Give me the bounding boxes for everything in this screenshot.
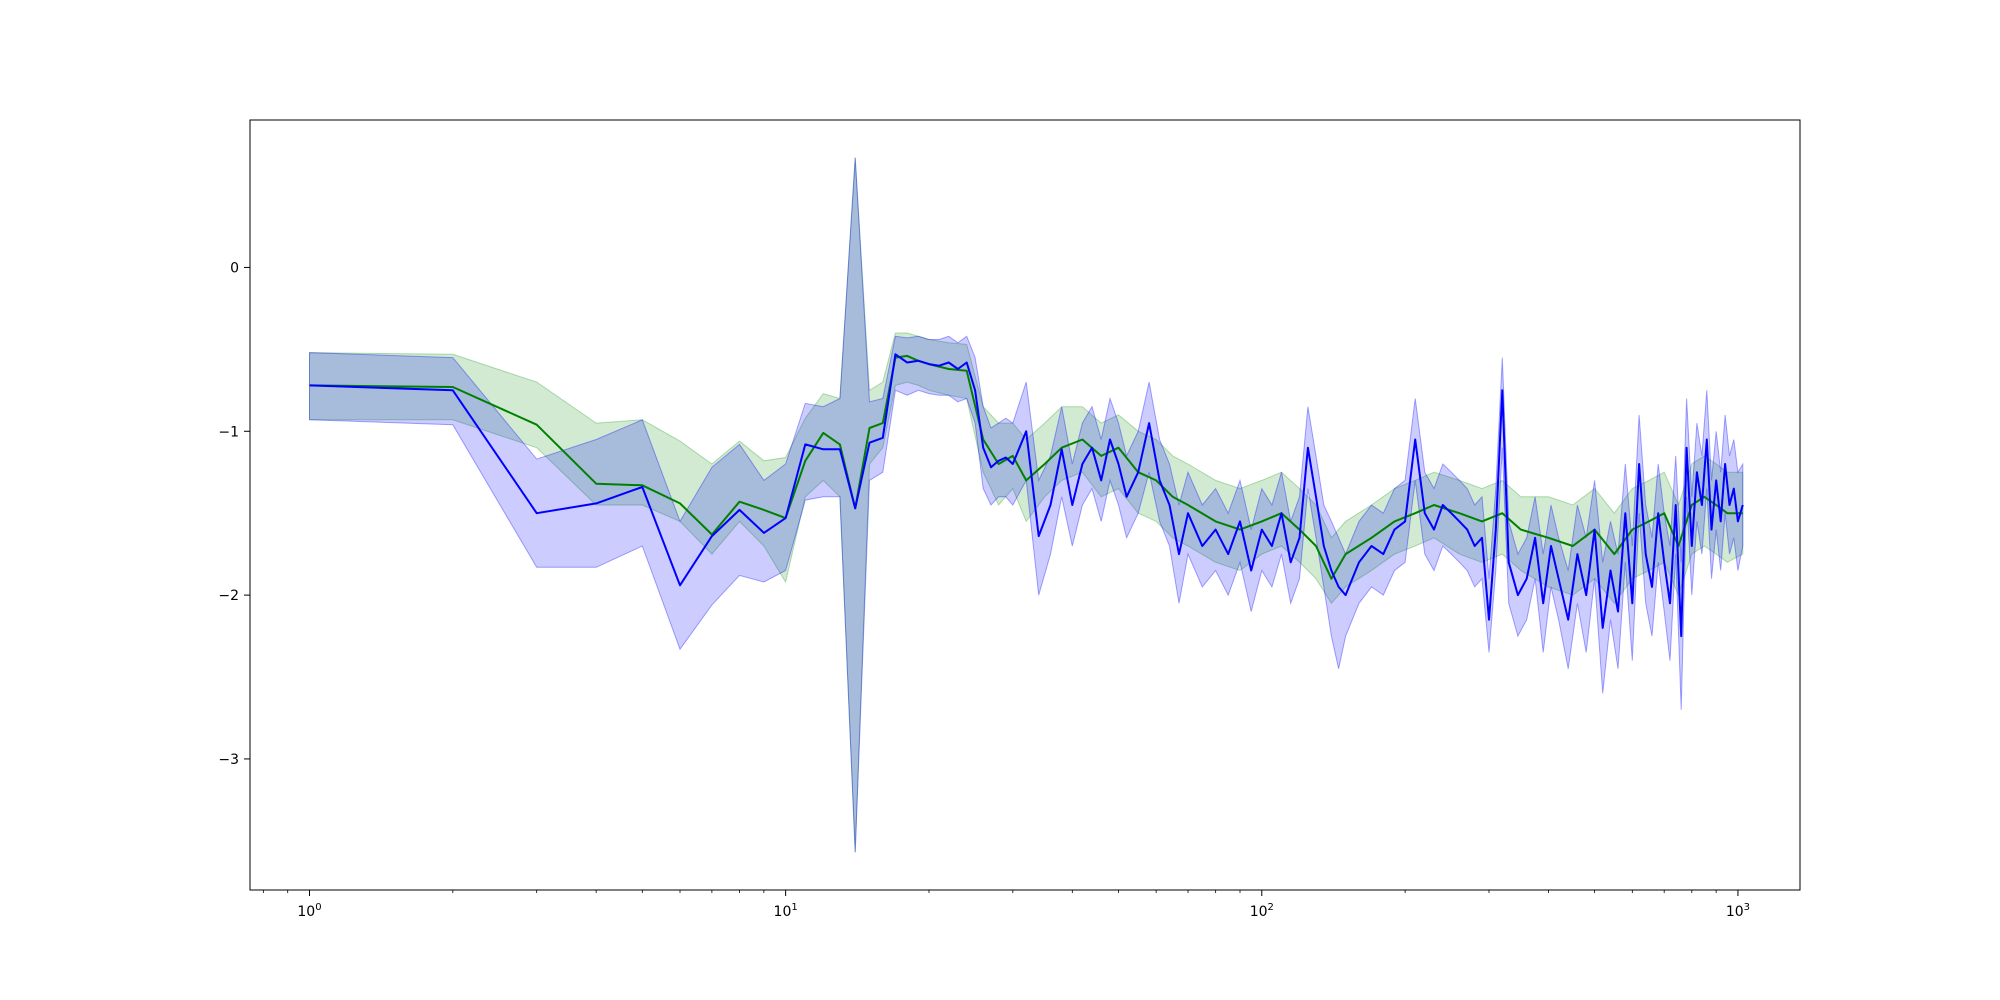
- axes-frame: [249, 119, 1801, 891]
- plot-area: [309, 157, 1744, 853]
- y-tick-label: 0: [230, 260, 239, 276]
- x-tick-label-base: 10: [1250, 904, 1268, 920]
- x-tick-label-base: 10: [297, 904, 315, 920]
- x-tick-label-base: 10: [774, 904, 792, 920]
- x-tick-label: 103: [1726, 902, 1750, 920]
- x-tick-label-base: 10: [1726, 904, 1744, 920]
- series-2-confidence-band: [309, 157, 1744, 853]
- x-tick-label-exponent: 1: [791, 902, 797, 913]
- series-2-line: [309, 353, 1744, 638]
- x-axis: 100 101 102 103: [262, 890, 1750, 920]
- y-axis: 0 −1 −2 −3: [218, 260, 250, 768]
- x-tick-label-exponent: 0: [315, 902, 321, 913]
- x-tick-label: 102: [1250, 902, 1274, 920]
- y-tick-label: −2: [218, 588, 239, 604]
- x-tick-label-exponent: 3: [1744, 902, 1750, 913]
- y-tick-label: −3: [218, 752, 239, 768]
- x-tick-label: 101: [774, 902, 798, 920]
- y-tick-label: −1: [218, 424, 239, 440]
- x-tick-label-exponent: 2: [1268, 902, 1274, 913]
- series-1-confidence-band: [309, 157, 1744, 853]
- x-tick-label: 100: [297, 902, 321, 920]
